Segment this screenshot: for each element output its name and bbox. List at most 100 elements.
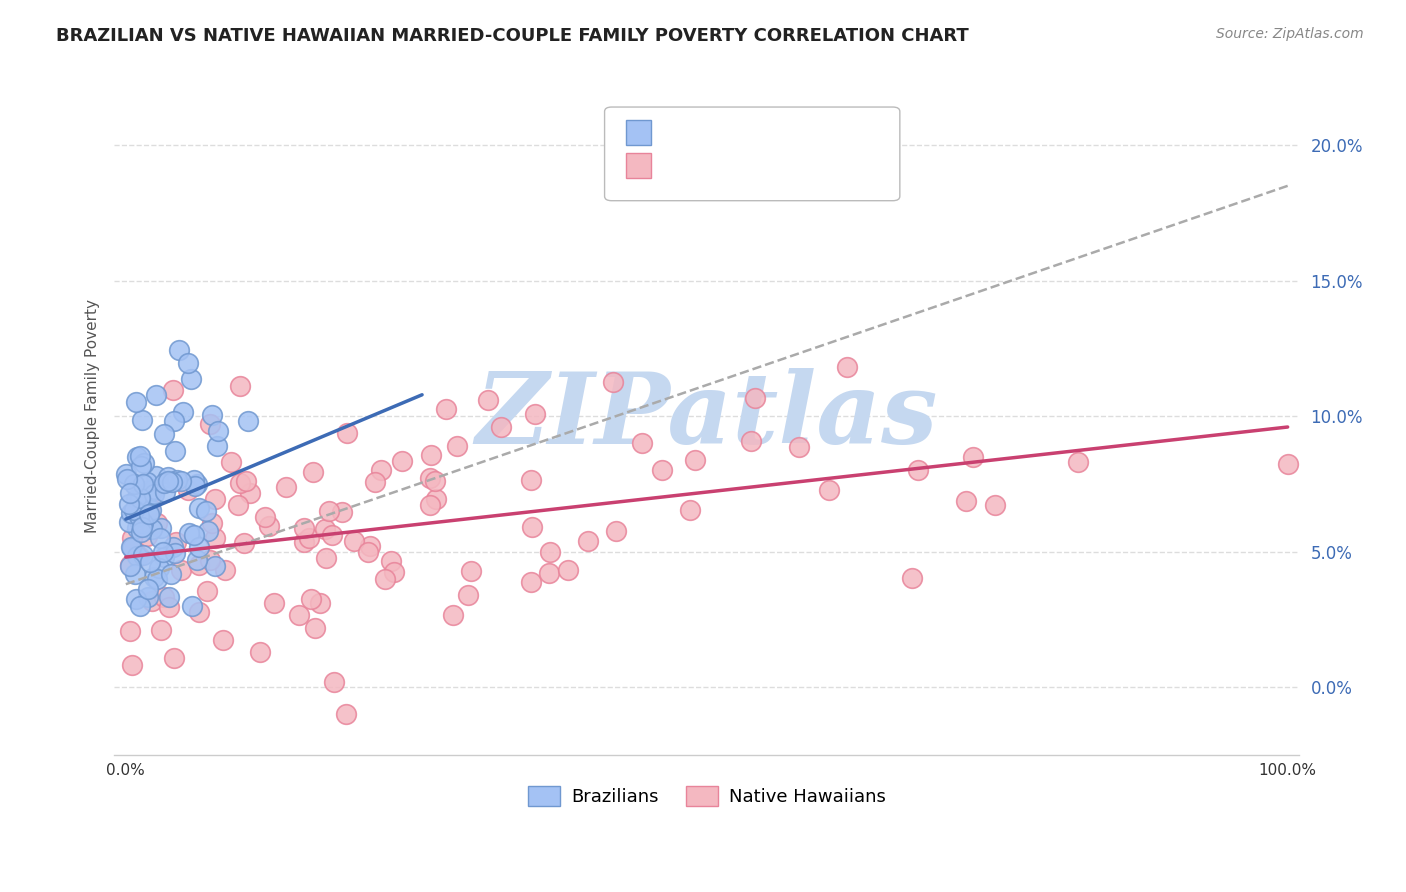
Point xyxy=(491,420,513,434)
Point xyxy=(457,588,479,602)
Point xyxy=(163,651,186,665)
Point xyxy=(301,465,323,479)
Point xyxy=(304,621,326,635)
Point xyxy=(141,594,163,608)
Point xyxy=(1066,455,1088,469)
Point xyxy=(142,570,165,584)
Text: 0.233: 0.233 xyxy=(696,163,752,181)
Point xyxy=(477,393,499,408)
Point xyxy=(201,408,224,422)
Point xyxy=(122,503,145,517)
Point xyxy=(292,521,315,535)
Point xyxy=(118,497,141,511)
Point xyxy=(149,623,172,637)
Point xyxy=(156,470,179,484)
Point xyxy=(120,540,142,554)
Point xyxy=(136,591,159,605)
Point xyxy=(630,435,652,450)
Point xyxy=(214,563,236,577)
Point xyxy=(789,440,811,454)
Text: 0.226: 0.226 xyxy=(696,131,752,149)
Point xyxy=(157,599,180,614)
Point xyxy=(335,707,357,722)
Point xyxy=(165,534,187,549)
Point xyxy=(131,413,153,427)
Point xyxy=(149,532,172,546)
Point xyxy=(138,507,160,521)
Point xyxy=(157,474,180,488)
Point xyxy=(441,608,464,623)
Point xyxy=(169,343,191,357)
Point xyxy=(187,540,209,554)
Point xyxy=(180,372,202,386)
Point xyxy=(131,548,153,562)
Point xyxy=(321,528,343,542)
Point xyxy=(229,378,252,392)
Point xyxy=(157,590,180,604)
Point xyxy=(138,500,160,514)
Point xyxy=(120,485,142,500)
Point xyxy=(425,492,447,507)
Point xyxy=(212,633,235,648)
Point xyxy=(557,563,579,577)
Point xyxy=(132,456,155,470)
Point xyxy=(131,520,153,534)
Point xyxy=(129,524,152,539)
Point xyxy=(434,402,457,417)
Point xyxy=(143,486,166,500)
Text: 106: 106 xyxy=(794,163,832,181)
Point xyxy=(955,494,977,508)
Point xyxy=(460,564,482,578)
Point xyxy=(166,473,188,487)
Point xyxy=(962,450,984,464)
Point xyxy=(253,510,276,524)
Point xyxy=(145,388,167,402)
Point xyxy=(139,485,162,500)
Point xyxy=(524,407,547,421)
Point xyxy=(382,565,405,579)
Point xyxy=(322,674,344,689)
Point xyxy=(124,591,146,606)
Point xyxy=(136,502,159,516)
Point xyxy=(124,504,146,518)
Point xyxy=(446,439,468,453)
Text: BRAZILIAN VS NATIVE HAWAIIAN MARRIED-COUPLE FAMILY POVERTY CORRELATION CHART: BRAZILIAN VS NATIVE HAWAIIAN MARRIED-COU… xyxy=(56,27,969,45)
Point xyxy=(274,480,297,494)
Legend: Brazilians, Native Hawaiians: Brazilians, Native Hawaiians xyxy=(520,779,893,814)
Point xyxy=(186,476,208,491)
Point xyxy=(118,559,141,574)
Point xyxy=(540,545,562,559)
Point xyxy=(520,474,543,488)
Point xyxy=(128,508,150,523)
Point xyxy=(740,434,762,448)
Point xyxy=(132,516,155,531)
Point xyxy=(152,545,174,559)
Point xyxy=(129,516,152,530)
Point xyxy=(292,534,315,549)
Point xyxy=(129,459,152,474)
Point xyxy=(135,529,157,543)
Point xyxy=(124,567,146,582)
Point xyxy=(136,487,159,501)
Point xyxy=(131,476,153,491)
Text: ZIPatlas: ZIPatlas xyxy=(475,368,938,465)
Point xyxy=(181,599,204,613)
Point xyxy=(162,540,184,554)
Point xyxy=(576,534,599,549)
Point xyxy=(235,474,257,488)
Point xyxy=(343,534,366,549)
Point xyxy=(679,503,702,517)
Point xyxy=(205,439,228,453)
Point xyxy=(160,566,183,581)
Point xyxy=(183,479,205,493)
Point xyxy=(425,474,447,488)
Point xyxy=(177,483,200,497)
Point xyxy=(145,469,167,483)
Point xyxy=(153,550,176,565)
Point xyxy=(380,554,402,568)
Point xyxy=(122,541,145,556)
Point xyxy=(125,394,148,409)
Point xyxy=(187,605,209,619)
Text: N =: N = xyxy=(762,131,801,149)
Point xyxy=(176,356,198,370)
